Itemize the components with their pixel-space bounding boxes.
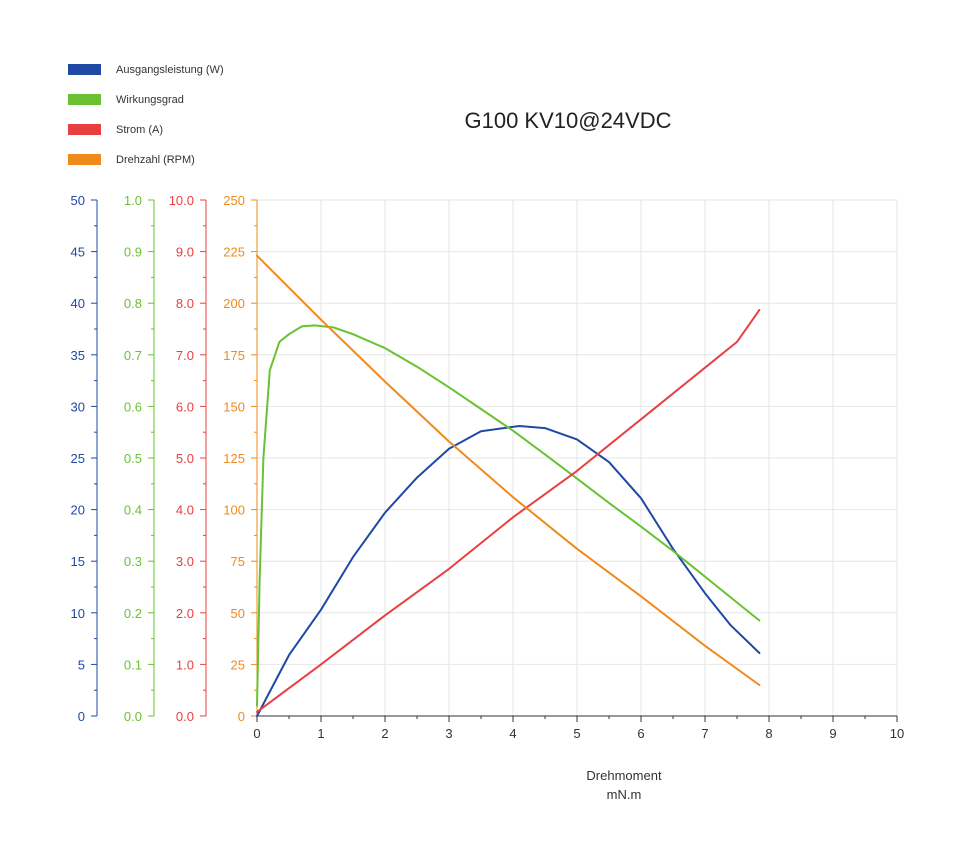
legend-label: Strom (A) <box>116 124 163 136</box>
y-tick-label-current: 8.0 <box>176 296 194 311</box>
y-tick-label-efficiency: 1.0 <box>124 193 142 208</box>
series-line-power <box>256 425 761 717</box>
y-tick-label-power: 5 <box>78 657 85 672</box>
y-tick-label-efficiency: 0.0 <box>124 709 142 724</box>
y-tick-label-power: 25 <box>71 451 85 466</box>
x-tick-label: 0 <box>253 726 260 741</box>
y-tick-label-power: 20 <box>71 503 85 518</box>
x-tick-label: 7 <box>701 726 708 741</box>
y-tick-label-efficiency: 0.5 <box>124 451 142 466</box>
y-tick-label-power: 0 <box>78 709 85 724</box>
chart-title: G100 KV10@24VDC <box>464 108 671 133</box>
y-tick-label-power: 30 <box>71 399 85 414</box>
y-tick-label-efficiency: 0.7 <box>124 348 142 363</box>
y-tick-label-efficiency: 0.9 <box>124 245 142 260</box>
y-tick-label-current: 10.0 <box>169 193 194 208</box>
y-tick-label-power: 10 <box>71 606 85 621</box>
legend-label: Ausgangsleistung (W) <box>116 64 224 76</box>
x-tick-label: 1 <box>317 726 324 741</box>
x-tick-label: 5 <box>573 726 580 741</box>
y-tick-label-power: 15 <box>71 554 85 569</box>
y-tick-label-speed: 25 <box>231 657 245 672</box>
y-tick-label-speed: 175 <box>223 348 245 363</box>
axes: 0 1 2 3 4 5 6 7 8 9 10051015202530354045500.00.10.… <box>71 193 905 741</box>
y-tick-label-power: 50 <box>71 193 85 208</box>
y-tick-label-speed: 225 <box>223 245 245 260</box>
x-tick-label: 9 <box>829 726 836 741</box>
x-tick-label: 10 <box>890 726 904 741</box>
y-tick-label-current: 2.0 <box>176 606 194 621</box>
legend-swatch <box>68 124 101 135</box>
legend-swatch <box>68 154 101 165</box>
y-tick-label-current: 7.0 <box>176 348 194 363</box>
y-tick-label-speed: 100 <box>223 503 245 518</box>
y-tick-label-current: 3.0 <box>176 554 194 569</box>
x-tick-label: 3 <box>445 726 452 741</box>
series-lines <box>256 254 761 717</box>
y-tick-label-speed: 250 <box>223 193 245 208</box>
y-tick-label-efficiency: 0.3 <box>124 554 142 569</box>
y-tick-label-efficiency: 0.2 <box>124 606 142 621</box>
y-tick-label-speed: 50 <box>231 606 245 621</box>
y-tick-label-speed: 150 <box>223 399 245 414</box>
y-tick-label-speed: 0 <box>238 709 245 724</box>
y-tick-label-efficiency: 0.4 <box>124 503 142 518</box>
series-line-efficiency <box>256 324 761 707</box>
y-tick-label-current: 4.0 <box>176 503 194 518</box>
x-axis-unit: mN.m <box>607 787 642 802</box>
y-tick-label-power: 35 <box>71 348 85 363</box>
y-tick-label-power: 40 <box>71 296 85 311</box>
y-tick-label-efficiency: 0.1 <box>124 657 142 672</box>
series-line-current <box>256 308 761 713</box>
x-tick-label: 6 <box>637 726 644 741</box>
y-tick-label-speed: 125 <box>223 451 245 466</box>
y-tick-label-current: 0.0 <box>176 709 194 724</box>
y-tick-label-efficiency: 0.6 <box>124 399 142 414</box>
grid <box>257 199 898 716</box>
legend-swatch <box>68 64 101 75</box>
y-tick-label-speed: 200 <box>223 296 245 311</box>
x-tick-label: 4 <box>509 726 516 741</box>
legend-swatch <box>68 94 101 105</box>
y-tick-label-current: 1.0 <box>176 657 194 672</box>
y-tick-label-current: 6.0 <box>176 399 194 414</box>
y-tick-label-current: 5.0 <box>176 451 194 466</box>
series-line-speed <box>256 254 761 686</box>
y-tick-label-speed: 75 <box>231 554 245 569</box>
x-tick-label: 8 <box>765 726 772 741</box>
legend-label: Drehzahl (RPM) <box>116 154 195 166</box>
x-axis-label: Drehmoment <box>586 768 662 783</box>
x-tick-label: 2 <box>381 726 388 741</box>
legend-label: Wirkungsgrad <box>116 94 184 106</box>
y-tick-label-current: 9.0 <box>176 245 194 260</box>
y-tick-label-power: 45 <box>71 245 85 260</box>
y-tick-label-efficiency: 0.8 <box>124 296 142 311</box>
legend: Ausgangsleistung (W) Wirkungsgrad Strom (A… <box>68 64 224 166</box>
